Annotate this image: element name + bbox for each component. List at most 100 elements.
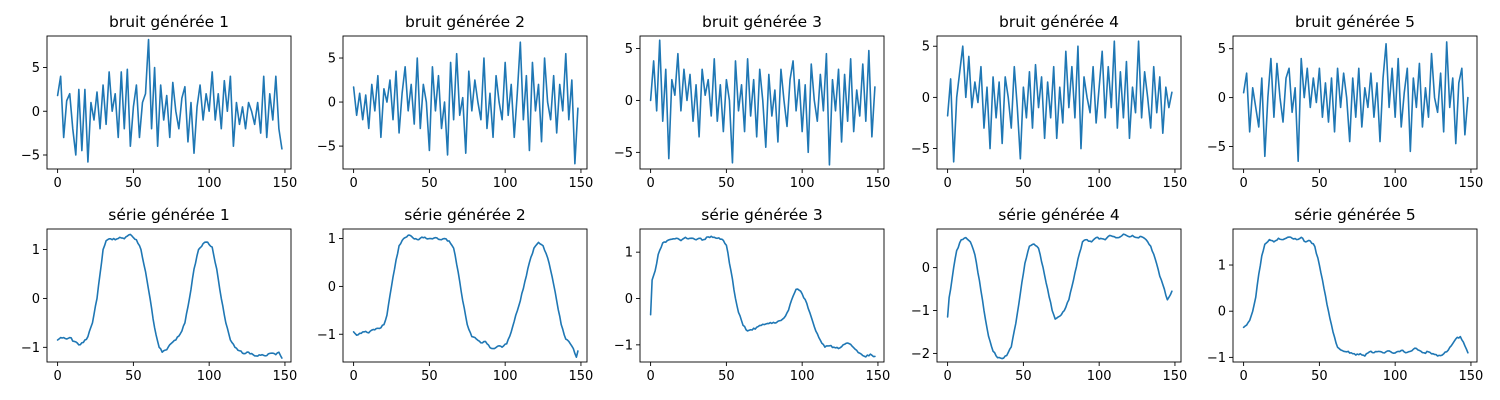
x-tick-label: 0	[349, 369, 357, 384]
subplot-title: bruit générée 2	[405, 13, 525, 31]
x-tick-label: 0	[349, 176, 357, 191]
x-tick-label: 50	[421, 369, 438, 384]
x-tick-label: 0	[646, 176, 654, 191]
series-line	[649, 235, 876, 358]
x-tick-label: 50	[1311, 369, 1328, 384]
subplot-4: bruit générée 4 0 50 100 150 −5 0 5	[911, 13, 1188, 191]
series-line	[352, 234, 579, 359]
series-line	[946, 233, 1173, 360]
y-tick-label: 0	[922, 91, 930, 106]
x-tick-label: 0	[53, 369, 61, 384]
x-tick-label: 150	[866, 176, 891, 191]
x-tick-label: 100	[197, 369, 222, 384]
x-tick-label: 0	[646, 369, 654, 384]
y-tick-label: 5	[328, 52, 336, 67]
x-tick-label: 50	[125, 176, 142, 191]
subplot-title: bruit générée 3	[702, 13, 822, 31]
x-tick-label: 100	[1383, 369, 1408, 384]
series-line	[56, 233, 283, 359]
axes-frame	[46, 228, 292, 363]
y-tick-label: −5	[911, 142, 930, 157]
y-tick-label: 0	[32, 105, 40, 120]
y-tick-label: −1	[911, 304, 930, 319]
y-tick-label: 1	[32, 243, 40, 258]
x-tick-label: 50	[718, 176, 735, 191]
subplot-title: série générée 4	[998, 206, 1119, 224]
y-tick-label: 1	[1218, 259, 1226, 274]
x-tick-label: 100	[493, 369, 518, 384]
y-tick-label: −5	[1207, 140, 1226, 155]
x-tick-label: 50	[1311, 176, 1328, 191]
subplot-8: série générée 3 0 50 100 150 −1 0 1	[614, 206, 891, 384]
x-tick-label: 150	[1163, 176, 1188, 191]
x-tick-label: 0	[943, 176, 951, 191]
subplot-title: série générée 5	[1294, 206, 1415, 224]
y-tick-label: −5	[21, 149, 40, 164]
y-tick-label: 5	[1218, 42, 1226, 57]
axes-frame	[936, 228, 1182, 363]
subplot-title: bruit générée 1	[109, 13, 229, 31]
axes-frame	[936, 35, 1182, 170]
series-line	[1242, 41, 1469, 162]
y-tick-label: −1	[1207, 351, 1226, 366]
y-tick-label: 0	[32, 292, 40, 307]
subplot-5: bruit générée 5 0 50 100 150 −5 0 5	[1207, 13, 1484, 191]
x-tick-label: 100	[197, 176, 222, 191]
subplot-title: bruit générée 4	[999, 13, 1119, 31]
y-tick-label: 5	[922, 40, 930, 55]
subplot-7: série générée 2 0 50 100 150 −1 0 1	[317, 206, 594, 384]
x-tick-label: 100	[493, 176, 518, 191]
x-tick-label: 50	[1015, 176, 1032, 191]
x-tick-label: 0	[53, 176, 61, 191]
subplot-2: bruit générée 2 0 50 100 150 −5 0 5	[317, 13, 594, 191]
subplot-10: série générée 5 0 50 100 150 −1 0 1	[1207, 206, 1484, 384]
subplot-6: série générée 1 0 50 100 150 −1 0 1	[21, 206, 298, 384]
axes-frame	[342, 228, 588, 363]
axes-frame	[639, 228, 885, 363]
x-tick-label: 150	[569, 176, 594, 191]
x-tick-label: 100	[1087, 369, 1112, 384]
series-line	[352, 41, 579, 165]
subplot-1: bruit générée 1 0 50 100 150 −5 0 5	[21, 13, 298, 191]
y-tick-label: −1	[614, 338, 633, 353]
y-tick-label: 0	[922, 261, 930, 276]
x-tick-label: 0	[1239, 176, 1247, 191]
subplot-3: bruit générée 3 0 50 100 150 −5 0 5	[614, 13, 891, 191]
x-tick-label: 150	[1163, 369, 1188, 384]
y-tick-label: 1	[625, 246, 633, 261]
x-tick-label: 150	[866, 369, 891, 384]
subplot-title: série générée 3	[701, 206, 822, 224]
axes-frame	[1232, 35, 1478, 170]
x-tick-label: 0	[1239, 369, 1247, 384]
y-tick-label: 0	[328, 280, 336, 295]
series-line	[1242, 236, 1469, 357]
y-tick-label: 0	[1218, 305, 1226, 320]
axes-frame	[1232, 228, 1478, 363]
subplot-title: bruit générée 5	[1295, 13, 1415, 31]
x-tick-label: 150	[569, 369, 594, 384]
y-tick-label: −5	[614, 146, 633, 161]
y-tick-label: −2	[911, 347, 930, 362]
x-tick-label: 150	[273, 176, 298, 191]
axes-frame	[639, 35, 885, 170]
x-tick-label: 0	[943, 369, 951, 384]
x-tick-label: 150	[1459, 369, 1484, 384]
x-tick-label: 100	[790, 369, 815, 384]
y-tick-label: 0	[625, 292, 633, 307]
subplot-title: série générée 2	[404, 206, 525, 224]
subplot-9: série générée 4 0 50 100 150 −2 −1 0	[911, 206, 1188, 384]
y-tick-label: 0	[1218, 91, 1226, 106]
x-tick-label: 150	[273, 369, 298, 384]
y-tick-label: −1	[21, 341, 40, 356]
x-tick-label: 100	[790, 176, 815, 191]
x-tick-label: 50	[125, 369, 142, 384]
y-tick-label: 5	[32, 61, 40, 76]
y-tick-label: 1	[328, 232, 336, 247]
y-tick-label: −1	[317, 328, 336, 343]
x-tick-label: 150	[1459, 176, 1484, 191]
y-tick-label: −5	[317, 140, 336, 155]
x-tick-label: 50	[1015, 369, 1032, 384]
series-line	[56, 38, 283, 163]
y-tick-label: 0	[328, 96, 336, 111]
